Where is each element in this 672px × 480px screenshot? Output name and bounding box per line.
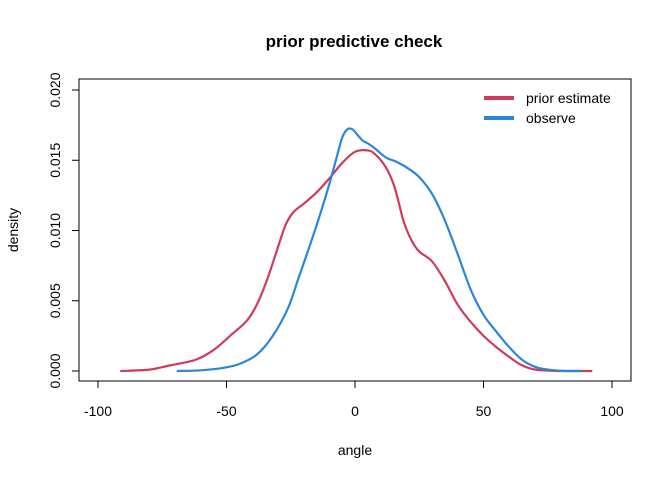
series-line-observe <box>176 127 583 373</box>
series-layer <box>120 127 593 373</box>
x-tick-label: -50 <box>216 403 236 419</box>
x-tick-label: 100 <box>600 403 624 419</box>
y-tick-label: 0.005 <box>47 283 63 318</box>
x-tick-label: -100 <box>84 403 112 419</box>
y-tick-label: 0.020 <box>47 72 63 107</box>
legend-label-observe: observe <box>526 110 576 126</box>
x-axis-label: angle <box>338 442 372 458</box>
chart-title: prior predictive check <box>266 32 443 51</box>
x-axis: -100 -50 0 50 100 <box>84 380 624 419</box>
legend: prior estimate observe <box>484 90 611 126</box>
x-tick-label: 50 <box>476 403 492 419</box>
y-tick-label: 0.000 <box>47 353 63 388</box>
y-tick-label: 0.015 <box>47 143 63 178</box>
y-axis: 0.000 0.005 0.010 0.015 0.020 <box>47 72 80 389</box>
x-tick-label: 0 <box>351 403 359 419</box>
series-line-prior-estimate <box>120 149 593 373</box>
y-tick-label: 0.010 <box>47 213 63 248</box>
y-axis-label: density <box>5 208 21 252</box>
legend-label-prior-estimate: prior estimate <box>526 90 611 106</box>
